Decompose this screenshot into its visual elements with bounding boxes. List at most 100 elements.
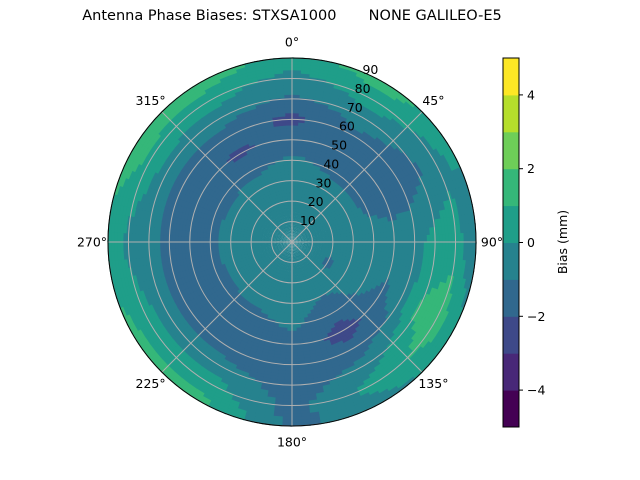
contour-cell (376, 92, 388, 102)
contour-cell (319, 62, 332, 69)
contour-cell (434, 202, 440, 213)
contour-cell (300, 237, 305, 240)
contour-cell (292, 204, 295, 209)
contour-cell (416, 207, 422, 217)
contour-cell (443, 152, 452, 165)
contour-cell (426, 180, 434, 191)
contour-cell (390, 87, 403, 97)
contour-cell (339, 231, 345, 235)
contour-cell (292, 232, 294, 236)
contour-cell (355, 72, 368, 81)
contour-cell (436, 146, 445, 158)
contour-cell (293, 235, 296, 240)
contour-cell (292, 170, 297, 175)
contour-cell (323, 88, 335, 95)
contour-cell (294, 239, 299, 241)
contour-cell (363, 99, 374, 108)
contour-cell (292, 78, 303, 83)
contour-cell (337, 69, 349, 77)
contour-cell (295, 167, 301, 172)
contour-cell (440, 183, 448, 195)
contour-cell (443, 200, 449, 212)
contour-cell (294, 239, 299, 242)
contour-cell (329, 99, 340, 106)
contour-cell (294, 229, 297, 234)
contour-cell (301, 231, 305, 235)
contour-cell (318, 71, 330, 78)
contour-cell (395, 194, 402, 203)
contour-cell (299, 225, 303, 230)
contour-cell (292, 81, 303, 86)
contour-cell (292, 152, 298, 157)
contour-cell (331, 200, 337, 206)
contour-cell (431, 169, 439, 180)
contour-cell (292, 106, 301, 111)
contour-cell (421, 146, 430, 157)
contour-cell (297, 134, 305, 139)
contour-cell (338, 95, 349, 103)
contour-cell (296, 236, 301, 239)
contour-cell (299, 234, 304, 238)
contour-cell (440, 192, 448, 204)
contour-cell (382, 82, 395, 92)
contour-cell (435, 157, 444, 169)
contour-cell (316, 80, 328, 87)
contour-cell (443, 191, 451, 203)
contour-cell (346, 72, 358, 80)
contour-cell (387, 92, 399, 102)
contour-cell (300, 238, 305, 240)
contour-cell (455, 187, 462, 200)
contour-cell (423, 198, 430, 208)
contour-cell (292, 161, 298, 166)
contour-cell (415, 193, 422, 203)
contour-cell (294, 232, 297, 237)
contour-cell (292, 112, 301, 117)
contour-cell (296, 155, 302, 160)
contour-cell (454, 168, 463, 181)
contour-cell (292, 88, 302, 93)
contour-cell (437, 193, 445, 204)
contour-cell (312, 232, 316, 236)
contour-cell (461, 185, 468, 198)
contour-cell (443, 141, 453, 154)
contour-cell (294, 240, 299, 242)
contour-cell (293, 232, 296, 237)
contour-cell (402, 103, 413, 114)
contour-cell (455, 178, 463, 190)
contour-cell (425, 131, 435, 143)
contour-cell (420, 199, 427, 209)
contour-cell (431, 203, 437, 214)
contour-cell (300, 236, 304, 239)
contour-cell (319, 109, 329, 115)
contour-cell (299, 235, 304, 238)
contour-cell (371, 82, 383, 92)
contour-cell (292, 235, 295, 240)
contour-cell (292, 195, 295, 200)
contour-cell (417, 200, 424, 210)
contour-cell (334, 78, 346, 86)
contour-cell (353, 101, 364, 109)
contour-cell (320, 106, 330, 113)
contour-cell (297, 140, 304, 145)
contour-cell (446, 171, 454, 184)
contour-cell (429, 187, 436, 198)
contour-cell (306, 235, 311, 238)
contour-cell (292, 167, 297, 172)
contour-cell (398, 193, 405, 202)
contour-cell (296, 146, 303, 151)
contour-cell (294, 238, 298, 241)
contour-cell (293, 226, 296, 231)
contour-cell (292, 124, 300, 129)
contour-cell (299, 233, 303, 237)
contour-cell (398, 92, 410, 103)
contour-cell (303, 237, 308, 240)
contour-cell (294, 229, 297, 234)
contour-cell (330, 93, 342, 100)
contour-cell (306, 237, 311, 239)
contour-cell (292, 146, 299, 151)
contour-cell (296, 230, 299, 235)
contour-cell (360, 84, 372, 93)
contour-cell (343, 104, 354, 111)
contour-cell (315, 233, 320, 236)
contour-cell (356, 92, 368, 101)
